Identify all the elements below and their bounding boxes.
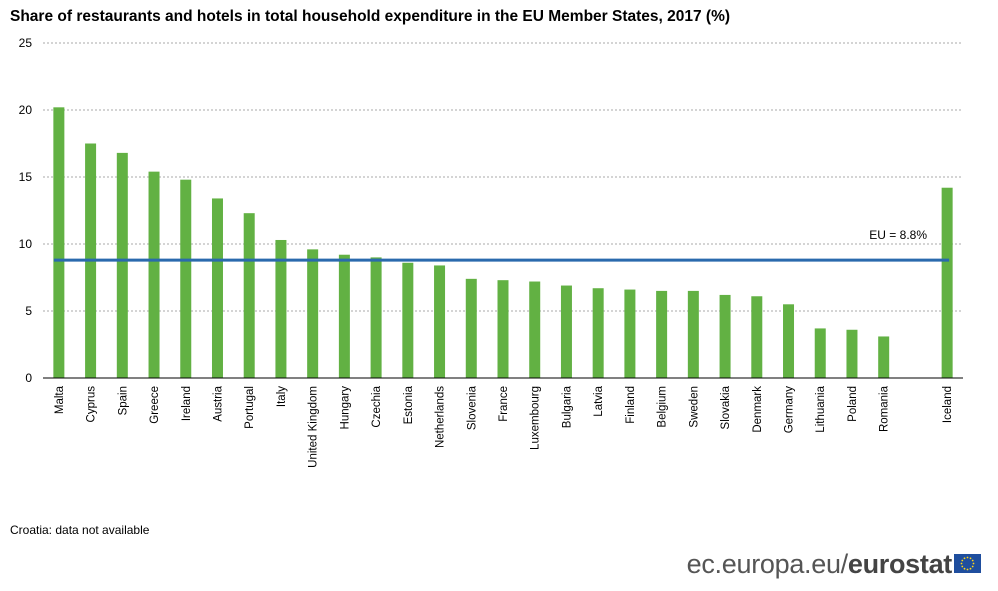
x-tick-label: Estonia — [403, 385, 415, 424]
x-tick-label: Portugal — [244, 386, 256, 429]
x-tick-label: Czechia — [371, 385, 383, 427]
star-icon — [963, 567, 966, 570]
star-icon — [961, 559, 964, 562]
bar-chart: 0 5 10 15 20 25 Malta Cyprus Spain Greece Ireland A… — [19, 36, 963, 468]
bar-malta — [53, 107, 65, 378]
star-icon — [969, 567, 972, 570]
x-tick-label: Luxembourg — [530, 386, 542, 450]
eurostat-logo: ec.europa.eu/eurostat — [686, 549, 953, 580]
bar-sweden — [687, 290, 699, 378]
star-icon — [972, 562, 975, 565]
star-icon — [971, 565, 974, 568]
brand-name: eurostat — [847, 549, 952, 579]
y-tick-label: 15 — [19, 170, 33, 184]
x-tick-label: Germany — [784, 386, 796, 434]
x-tick-label: Iceland — [942, 386, 954, 423]
y-tick-label: 20 — [19, 103, 33, 117]
star-icon — [966, 556, 969, 559]
eu-average-label: EU = 8.8% — [869, 228, 927, 242]
bar-portugal — [243, 213, 255, 378]
y-tick-label: 5 — [25, 304, 32, 318]
chart-title: Share of restaurants and hotels in total… — [10, 8, 731, 25]
bar-spain — [116, 152, 128, 378]
x-tick-label: Finland — [625, 386, 637, 424]
bar-belgium — [656, 290, 668, 378]
y-tick-label: 25 — [19, 36, 33, 50]
x-tick-label: Romania — [879, 385, 891, 432]
x-tick-label: Malta — [54, 385, 66, 414]
bar-latvia — [592, 288, 604, 378]
x-tick-label: Netherlands — [435, 386, 447, 448]
x-tick-label: Slovenia — [466, 385, 478, 430]
bar-netherlands — [434, 265, 446, 378]
x-tick-label: Belgium — [657, 386, 669, 428]
bar-denmark — [751, 296, 763, 378]
y-tick-label: 10 — [19, 237, 33, 251]
x-tick-label: Ireland — [181, 386, 193, 421]
bar-bulgaria — [560, 285, 572, 378]
y-tick-label: 0 — [25, 371, 32, 385]
x-tick-label: Austria — [212, 385, 224, 421]
x-tick-label: Bulgaria — [561, 385, 573, 428]
x-tick-label: Lithuania — [815, 385, 827, 432]
x-tick-label: Slovakia — [720, 385, 732, 429]
star-icon — [961, 565, 964, 568]
x-tick-label: Poland — [847, 386, 859, 422]
star-icon — [963, 557, 966, 560]
bar-ireland — [180, 179, 192, 378]
bar-lithuania — [814, 328, 826, 378]
bar-slovenia — [465, 278, 477, 378]
x-tick-label: France — [498, 386, 510, 422]
bar-romania — [878, 336, 890, 378]
x-tick-label: United Kingdom — [308, 386, 320, 468]
eu-flag-icon — [954, 554, 981, 573]
bar-luxembourg — [529, 281, 541, 378]
x-tick-label: Hungary — [339, 386, 351, 430]
bar-greece — [148, 171, 160, 378]
star-icon — [971, 559, 974, 562]
bar-france — [497, 280, 509, 378]
bar-finland — [624, 289, 636, 378]
star-icon — [960, 562, 963, 565]
x-tick-label: Sweden — [688, 386, 700, 428]
bar-united-kingdom — [307, 249, 319, 378]
x-tick-label: Greece — [149, 386, 161, 424]
x-tick-label: Cyprus — [86, 386, 98, 423]
footnote: Croatia: data not available — [10, 523, 150, 537]
bar-iceland — [941, 187, 953, 378]
x-tick-label: Italy — [276, 386, 288, 407]
bar-poland — [846, 329, 858, 378]
x-tick-label: Denmark — [752, 386, 764, 433]
x-tick-label: Latvia — [593, 385, 605, 416]
x-tick-label: Spain — [117, 386, 129, 415]
star-icon — [969, 557, 972, 560]
bar-czechia — [370, 257, 382, 378]
bar-italy — [275, 239, 287, 378]
brand-domain: ec.europa.eu/ — [686, 549, 849, 579]
bar-germany — [783, 304, 795, 378]
bar-austria — [211, 198, 223, 378]
bar-hungary — [338, 254, 350, 378]
star-icon — [966, 568, 969, 571]
bar-slovakia — [719, 294, 731, 378]
bar-estonia — [402, 262, 414, 378]
